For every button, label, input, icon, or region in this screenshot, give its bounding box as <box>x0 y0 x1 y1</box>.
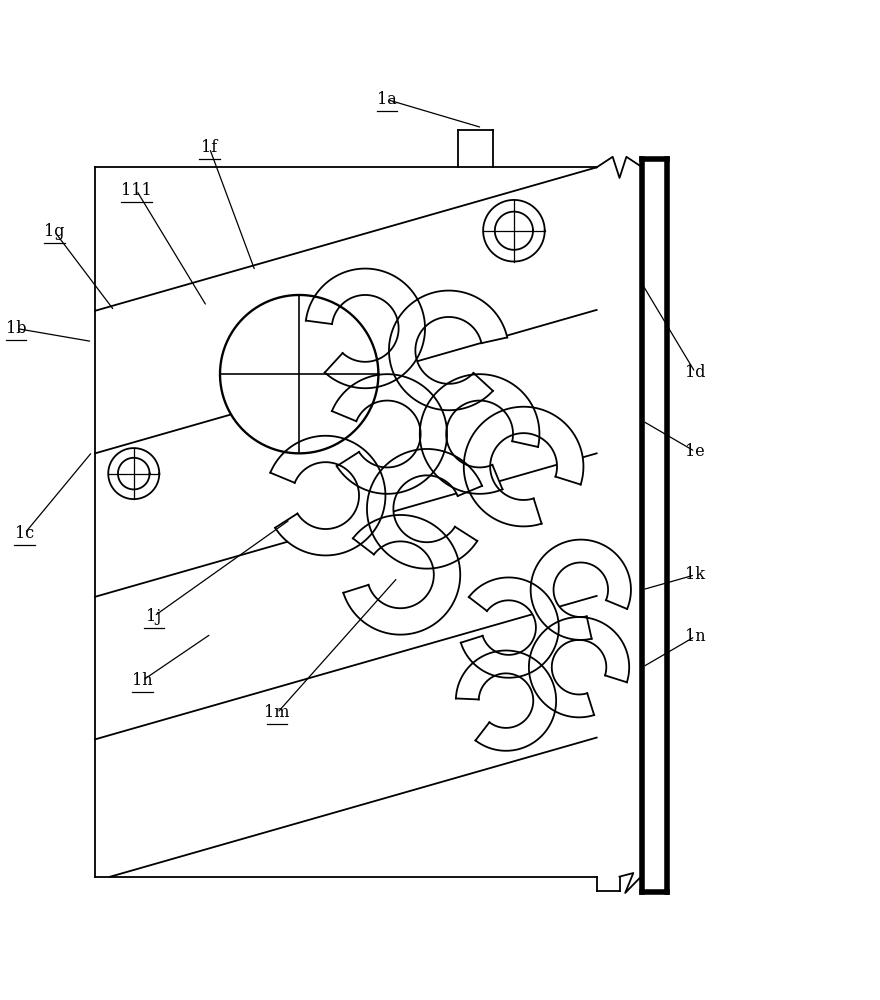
Polygon shape <box>108 448 159 499</box>
Text: 1b: 1b <box>5 320 26 337</box>
Text: 1c: 1c <box>15 525 34 542</box>
Text: 1d: 1d <box>685 364 706 381</box>
Text: 1j: 1j <box>146 608 162 625</box>
Text: 1a: 1a <box>378 91 397 108</box>
Text: 1g: 1g <box>44 223 65 240</box>
Polygon shape <box>483 200 545 262</box>
Text: 1n: 1n <box>685 628 706 645</box>
Polygon shape <box>220 295 378 453</box>
Polygon shape <box>464 407 583 526</box>
Polygon shape <box>389 291 507 410</box>
Text: 1e: 1e <box>686 443 705 460</box>
Polygon shape <box>343 515 460 635</box>
Polygon shape <box>332 374 447 494</box>
Text: 1h: 1h <box>132 672 153 689</box>
Polygon shape <box>270 436 385 555</box>
Text: 1f: 1f <box>202 139 217 156</box>
Polygon shape <box>306 269 425 388</box>
Polygon shape <box>461 577 559 678</box>
Text: 1k: 1k <box>686 566 705 583</box>
Polygon shape <box>531 540 631 640</box>
Polygon shape <box>420 374 539 494</box>
Text: 111: 111 <box>121 182 151 199</box>
Polygon shape <box>456 650 556 751</box>
Text: 1m: 1m <box>265 704 290 721</box>
Polygon shape <box>367 449 482 569</box>
Polygon shape <box>529 617 629 717</box>
